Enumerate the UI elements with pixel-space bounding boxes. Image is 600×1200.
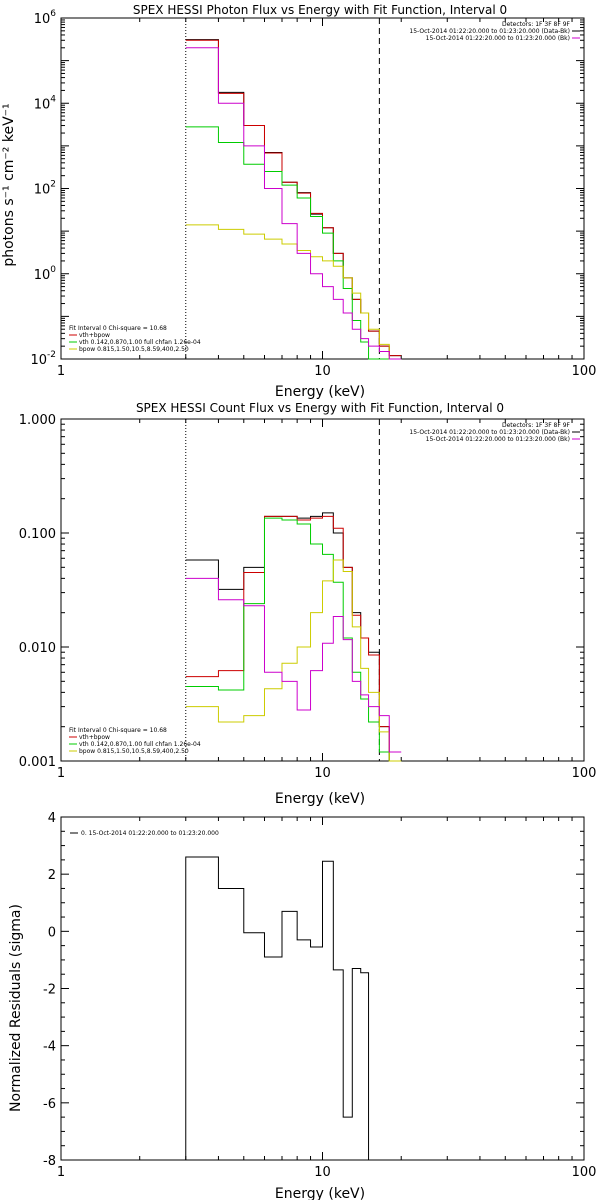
plot-area: 1 10 100 4 2 0 -2 -4 -6 -8 0. 15-Oct-2014 01:22:20… (43, 811, 596, 1180)
y-tick-label: 0 (48, 925, 56, 940)
legend-entry: Detectors: 1F 3F 8F 9F (502, 21, 571, 28)
x-tick-label: 10 (314, 364, 331, 379)
panel-count-flux: SPEX HESSI Count Flux vs Energy with Fit… (19, 401, 597, 807)
x-axis-label: Energy (keV) (275, 1186, 365, 1200)
legend-entry: bpow 0.815,1.50,10.5,8.59,400,2.50 (79, 346, 189, 353)
legend-entry: 15-Oct-2014 01:22:20.000 to 01:23:20.000… (409, 28, 570, 35)
series-bpow (185, 224, 402, 360)
y-tick-label: 0.001 (19, 755, 56, 770)
panel-photon-flux: SPEX HESSI Photon Flux vs Energy with Fi… (1, 3, 596, 400)
y-tick-label: 0.010 (19, 641, 56, 656)
series-vth (185, 517, 402, 762)
series-vth (185, 126, 402, 360)
series-data (185, 512, 402, 762)
y-tick-label: 100 (34, 265, 57, 283)
legend-entry: 0. 15-Oct-2014 01:22:20.000 to 01:23:20.… (81, 830, 219, 837)
x-tick-label: 1 (57, 364, 65, 379)
x-tick-label: 1 (57, 1165, 65, 1180)
y-tick-label: 10-2 (30, 350, 56, 368)
legend-entry: Detectors: 1F 3F 8F 9F (502, 422, 571, 429)
y-tick-label: 2 (48, 868, 56, 883)
x-tick-label: 1 (57, 766, 65, 781)
legend-entry: Fit Interval 0 Chi-square = 10.68 (69, 727, 167, 734)
panel-residuals: 1 10 100 4 2 0 -2 -4 -6 -8 0. 15-Oct-2014 01:22:20… (8, 811, 596, 1200)
chart-title: SPEX HESSI Count Flux vs Energy with Fit… (136, 401, 504, 415)
x-tick-label: 100 (572, 766, 597, 781)
y-tick-label: 4 (48, 811, 56, 826)
legend-entry: vth+bpow (79, 734, 110, 741)
series-data (185, 856, 370, 1160)
legend-entry: 15-Oct-2014 01:22:20.000 to 01:23:20.000… (426, 35, 570, 42)
series-bpow (185, 559, 402, 762)
series-fit (185, 39, 402, 357)
legend-entry: vth 0.142,0.870,1.00 full chfan 1.26e-04 (79, 741, 201, 748)
series-fit (185, 515, 402, 762)
legend-entry: vth 0.142,0.870,1.00 full chfan 1.26e-04 (79, 339, 201, 346)
y-tick-label: -6 (43, 1097, 56, 1112)
series-background (185, 577, 402, 753)
x-axis-label: Energy (keV) (275, 791, 365, 807)
plot-area: 1 10 100 0.001 0.010 0.100 1.000 Detectors: 1F … (19, 413, 597, 781)
plot-area: 1 10 100 10-2 100 102 104 106 Detectors: 1F 3F 8… (30, 9, 596, 379)
x-tick-label: 10 (314, 1165, 331, 1180)
x-axis-label: Energy (keV) (275, 384, 365, 400)
legend-entry: 15-Oct-2014 01:22:20.000 to 01:23:20.000… (426, 436, 570, 443)
y-tick-label: 1.000 (19, 413, 56, 428)
y-axis-label: photons s⁻¹ cm⁻² keV⁻¹ (1, 103, 17, 266)
x-tick-label: 100 (572, 364, 597, 379)
y-tick-label: 102 (34, 180, 56, 198)
y-tick-label: -2 (43, 983, 56, 998)
legend-entry: Fit Interval 0 Chi-square = 10.68 (69, 325, 167, 332)
series-background (185, 47, 402, 360)
y-tick-label: 104 (34, 94, 57, 112)
y-tick-label: -8 (43, 1154, 56, 1169)
y-tick-label: 0.100 (19, 527, 56, 542)
y-axis-label: Normalized Residuals (sigma) (8, 904, 24, 1112)
chart-title: SPEX HESSI Photon Flux vs Energy with Fi… (133, 3, 507, 17)
x-tick-label: 100 (572, 1165, 597, 1180)
legend-entry: vth+bpow (79, 332, 110, 339)
plot-frame (60, 17, 585, 360)
x-tick-label: 10 (314, 766, 331, 781)
legend-entry: bpow 0.815,1.50,10.5,8.59,400,2.50 (79, 748, 189, 755)
y-tick-label: 106 (34, 9, 57, 27)
y-tick-label: -4 (43, 1040, 56, 1055)
legend-entry: 15-Oct-2014 01:22:20.000 to 01:23:20.000… (409, 429, 570, 436)
